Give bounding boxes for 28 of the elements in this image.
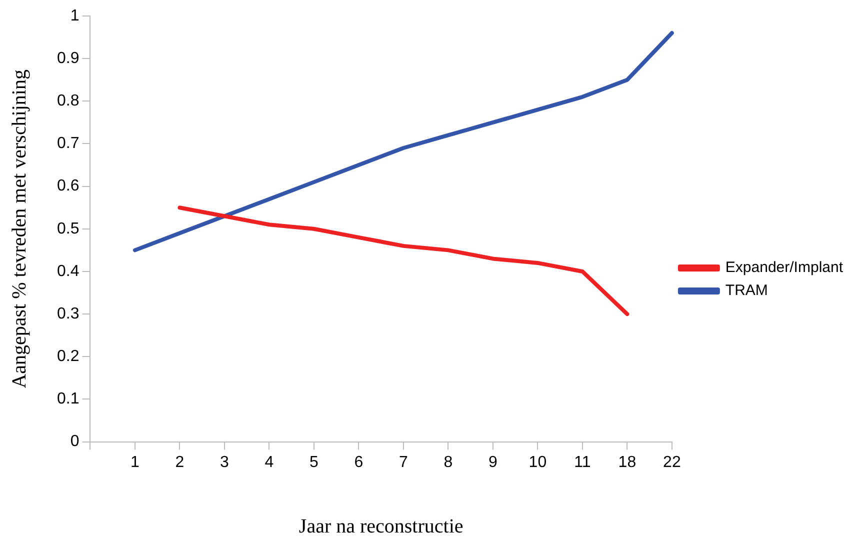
x-tick-label: 6 [354, 454, 364, 471]
legend-label: TRAM [725, 282, 768, 300]
y-axis-title: Aangepast % tevreden met verschijning [8, 70, 30, 388]
x-tick-label: 9 [488, 454, 498, 471]
x-tick-label: 2 [175, 454, 184, 471]
y-tick-label: 0.2 [56, 348, 80, 366]
x-tick-label: 10 [528, 454, 547, 471]
x-tick-label: 3 [220, 454, 230, 471]
y-tick-label: 0.9 [56, 50, 80, 67]
x-tick-label: 1 [130, 454, 140, 471]
y-tick-label: 0.1 [56, 390, 80, 408]
legend-label: Expander/Implant [725, 259, 844, 276]
x-tick-label: 18 [618, 454, 636, 471]
x-tick-label: 22 [663, 454, 681, 471]
y-tick-label: 0.6 [56, 178, 80, 195]
x-tick-label: 5 [310, 454, 319, 471]
y-tick-label: 0.4 [56, 262, 80, 280]
x-tick-label: 8 [444, 454, 453, 471]
y-tick-label: 0.5 [56, 220, 80, 238]
x-tick-label: 11 [574, 454, 591, 471]
y-tick-label: 0.3 [56, 305, 80, 322]
x-axis-title: Jaar na reconstructie [298, 515, 464, 538]
x-tick-label: 4 [264, 454, 274, 471]
x-tick-label: 7 [399, 454, 408, 471]
y-tick-label: 0.7 [56, 135, 80, 152]
y-tick-label: 0.8 [56, 92, 80, 110]
y-tick-label: 0 [70, 433, 80, 450]
y-tick-label: 1 [70, 7, 80, 24]
